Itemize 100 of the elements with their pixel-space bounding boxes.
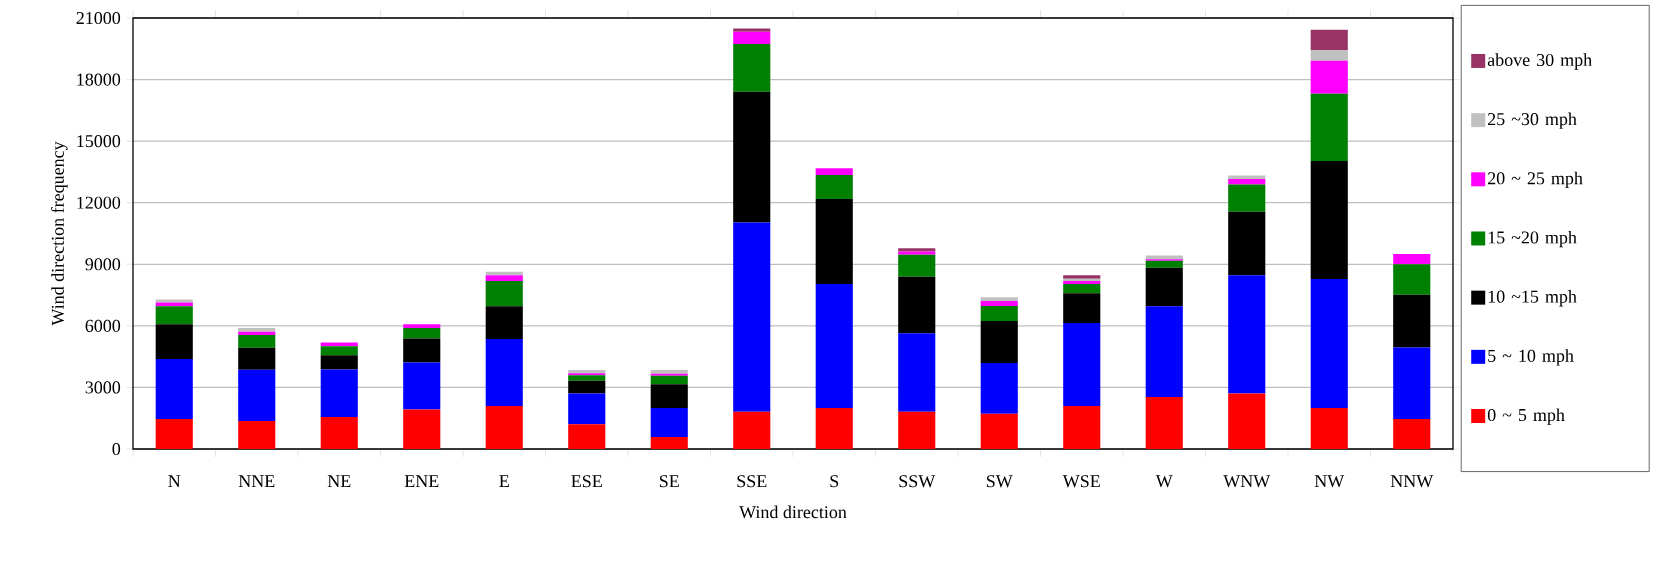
bar bbox=[320, 346, 358, 356]
legend-label: 5 ~ 10 mph bbox=[1488, 349, 1574, 366]
bar bbox=[1310, 60, 1348, 94]
bar bbox=[403, 327, 441, 339]
bar bbox=[1145, 306, 1183, 398]
x-tick-label: SSW bbox=[899, 475, 936, 488]
y-tick-label: 15000 bbox=[77, 135, 121, 148]
bar bbox=[650, 375, 688, 385]
y-axis-title: Wind direction frequency bbox=[51, 141, 68, 326]
y-tick-label: 9000 bbox=[85, 258, 121, 271]
bar bbox=[155, 302, 193, 307]
bar bbox=[403, 338, 441, 363]
bar bbox=[238, 347, 276, 370]
bar bbox=[898, 333, 936, 412]
bar bbox=[1310, 29, 1348, 51]
bar bbox=[1393, 419, 1431, 449]
bar bbox=[155, 306, 193, 325]
bar bbox=[733, 411, 771, 449]
bar bbox=[1145, 397, 1183, 449]
bar bbox=[733, 44, 771, 92]
x-tick-label: S bbox=[830, 475, 839, 488]
bar bbox=[733, 28, 771, 32]
x-tick-label: W bbox=[1155, 475, 1173, 488]
bar bbox=[568, 424, 606, 449]
bar bbox=[733, 91, 771, 223]
bar bbox=[1063, 283, 1101, 294]
y-tick-label: 6000 bbox=[85, 319, 121, 332]
x-tick-label: N bbox=[168, 475, 181, 487]
bar bbox=[1228, 211, 1266, 276]
y-tick-label: 18000 bbox=[77, 73, 121, 86]
bar bbox=[238, 421, 276, 449]
y-tick-label: 21000 bbox=[76, 11, 121, 25]
bar bbox=[485, 306, 523, 339]
x-tick-label: ENE bbox=[404, 475, 439, 487]
x-tick-label: NNE bbox=[238, 475, 275, 487]
bar bbox=[320, 369, 358, 417]
bar bbox=[485, 405, 523, 449]
legend-label: 15 ~20 mph bbox=[1488, 230, 1577, 248]
bar bbox=[1310, 407, 1348, 449]
legend-label: 10 ~15 mph bbox=[1488, 290, 1577, 307]
bar bbox=[568, 375, 606, 381]
bar bbox=[1393, 347, 1431, 420]
bar bbox=[815, 283, 853, 408]
bar bbox=[403, 362, 441, 410]
bar bbox=[1310, 279, 1348, 408]
bar bbox=[320, 416, 358, 449]
bar bbox=[238, 335, 276, 348]
bar bbox=[485, 338, 523, 406]
bar bbox=[650, 436, 688, 449]
bar bbox=[980, 301, 1018, 306]
bar bbox=[1310, 93, 1348, 162]
bar bbox=[898, 276, 936, 334]
x-tick-label: NE bbox=[327, 475, 351, 487]
bar bbox=[650, 407, 688, 437]
bar bbox=[733, 31, 771, 45]
bar bbox=[815, 407, 853, 449]
bar bbox=[568, 393, 606, 425]
bar bbox=[238, 369, 276, 422]
bar bbox=[815, 168, 853, 175]
bar bbox=[1228, 393, 1266, 449]
bar bbox=[980, 297, 1018, 302]
bar bbox=[1063, 293, 1101, 323]
bar bbox=[403, 409, 441, 449]
bar bbox=[1228, 175, 1266, 180]
bar bbox=[815, 175, 853, 200]
x-axis-title: Wind direction bbox=[739, 505, 847, 519]
bar bbox=[733, 222, 771, 412]
bar bbox=[1393, 264, 1431, 295]
bar bbox=[1228, 179, 1266, 185]
x-tick-label: NNW bbox=[1390, 475, 1434, 488]
x-tick-label: WNW bbox=[1223, 475, 1271, 488]
x-tick-label: NW bbox=[1314, 475, 1345, 488]
bar bbox=[898, 411, 936, 449]
bar bbox=[320, 342, 358, 347]
bar bbox=[980, 320, 1018, 363]
bar bbox=[1063, 405, 1101, 449]
legend-label: 0 ~ 5 mph bbox=[1487, 408, 1565, 425]
x-tick-label: SSE bbox=[737, 475, 767, 488]
bar bbox=[1310, 161, 1348, 280]
x-tick-label: SW bbox=[986, 475, 1013, 488]
legend-label: 20 ~ 25 mph bbox=[1488, 171, 1583, 189]
bar bbox=[238, 331, 276, 336]
bar bbox=[980, 305, 1018, 321]
bar bbox=[1393, 254, 1431, 265]
bar bbox=[485, 281, 523, 307]
bar bbox=[650, 369, 688, 374]
bar bbox=[1145, 255, 1183, 260]
bar bbox=[898, 254, 936, 277]
bar bbox=[403, 324, 441, 328]
bar bbox=[568, 380, 606, 394]
bar bbox=[238, 328, 276, 332]
bar bbox=[568, 369, 606, 374]
bar bbox=[155, 324, 193, 360]
bar bbox=[155, 359, 193, 420]
bar bbox=[485, 275, 523, 282]
bar bbox=[155, 419, 193, 449]
bar bbox=[980, 413, 1018, 449]
bar bbox=[1145, 260, 1183, 268]
x-tick-label: E bbox=[499, 475, 509, 487]
bar bbox=[1228, 275, 1266, 394]
